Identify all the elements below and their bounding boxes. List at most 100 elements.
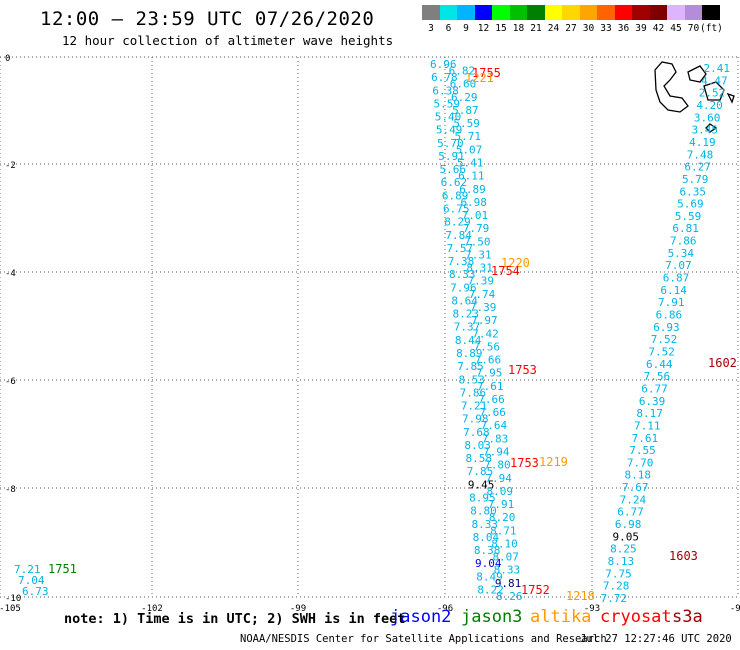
scale-label: 24 [547,23,560,34]
pass-time-label: 1221 [465,71,494,85]
map-grid [0,56,739,598]
scale-swatch [544,5,562,20]
wave-height-value: 7.52 [648,345,675,358]
wave-height-value: 8.80 [470,505,497,518]
wave-height-value: 9.45 [468,478,495,491]
wave-height-value: 7.70 [627,456,654,469]
pass-time-label: 1753 [508,363,537,377]
pass-time-label: 1602 [708,356,737,370]
wave-height-value: 8.09 [487,485,514,498]
y-tick-label: -10 [5,594,21,604]
scale-label: (ft) [700,23,723,34]
wave-height-value: 6.29 [451,91,478,104]
wave-height-value: 8.53 [458,373,485,386]
wave-height-value: 8.58 [466,452,493,465]
wave-height-value: 8.22 [477,583,504,596]
wave-height-value: 7.56 [644,370,671,383]
wave-height-value: 8.03 [464,439,491,452]
wave-height-value: 7.86 [460,386,487,399]
wave-height-value: 7.61 [632,432,659,445]
y-tick-label: 0 [5,54,10,64]
wave-height-value: 6.77 [641,382,668,395]
wave-height-value: 5.91 [438,150,465,163]
scale-swatch [614,5,632,20]
wave-height-value: 5.59 [453,117,480,130]
pass-time-label: 1220 [501,256,530,270]
wave-height-value: 7.37 [454,321,481,334]
wave-height-value: 2.41 [704,62,731,75]
wave-height-value: 7.61 [477,380,504,393]
wave-height-value: 6.14 [660,284,687,297]
wave-height-value: 7.66 [479,406,506,419]
wave-height-value: 7.42 [472,327,499,340]
wave-height-value: 5.71 [455,130,482,143]
wave-height-value: 7.39 [468,275,495,288]
wave-height-value: 8.17 [636,407,663,420]
scale-label: 42 [652,23,665,34]
wave-height-value: 7.11 [634,419,661,432]
wave-height-value: 7.38 [448,255,475,268]
wave-height-value: 8.10 [491,537,518,550]
wave-height-value: 5.66 [439,163,466,176]
pass-time-label: 1755 [472,66,501,80]
wave-height-value: 5.41 [457,157,484,170]
pass-time-label: 1751 [48,562,77,576]
scale-label: 70 [687,23,700,34]
galapagos-coastline [654,61,735,133]
scale-label: 45 [670,23,682,34]
wave-height-value: 7.91 [658,296,685,309]
wave-height-value: 5.40 [435,111,462,124]
x-tick-label: -105 [0,604,21,614]
scale-swatch [597,5,615,20]
wave-height-value: 5.49 [436,124,463,137]
wave-height-value: 7.85 [467,465,494,478]
wave-height-value: 7.28 [603,580,630,593]
pass-time-label: 1753 [510,456,539,470]
scale-swatch [439,5,457,20]
wave-height-value: 6.96 [430,58,457,71]
wave-height-value: 7.83 [482,432,509,445]
axis-tick-labels: -105 -102 -99 -96 -93 -90 0 -2 -4 -6 -8 -10 [0,54,740,614]
wave-height-value: 9.04 [475,557,502,570]
wave-height-value: 8.33 [494,564,521,577]
legend-cryosat: cryosat [600,607,672,627]
wave-height-value: 8.44 [455,334,482,347]
wave-height-value: 7.57 [447,242,474,255]
wave-height-value: 4.47 [701,74,728,87]
pass-time-label: 1754 [491,264,520,278]
wave-height-value: 6.81 [672,222,699,235]
map-title: 12:00 — 23:59 UTC 07/26/2020 [40,8,375,30]
wave-height-value: 2.52 [699,87,726,100]
wave-height-value: 7.94 [485,472,512,485]
scale-swatch [649,5,667,20]
scale-swatch [474,5,492,20]
x-tick-label: -99 [290,604,306,614]
wave-height-value: 7.67 [622,481,649,494]
wave-height-value: 7.85 [457,360,484,373]
pass-time-label: 1219 [539,455,568,469]
scale-label: 27 [565,23,577,34]
wave-height-value: 5.70 [437,137,464,150]
wave-height-value: 8.29 [444,216,471,229]
wave-height-value: 6.27 [684,161,711,174]
x-tick-label: -96 [437,604,453,614]
scale-swatch [509,5,527,20]
wave-height-value: 6.73 [22,585,49,598]
wave-height-value: 8.33 [449,268,476,281]
scale-swatch [562,5,580,20]
footer-timestamp: Jul 27 12:27:46 UTC 2020 [580,633,732,645]
wave-height-value: 7.01 [462,209,489,222]
pass-time-label: 1752 [521,583,550,597]
wave-height-value: 5.34 [668,247,695,260]
wave-height-value: 7.86 [670,235,697,248]
scale-label: 18 [512,23,525,34]
wave-height-value: 7.56 [473,340,500,353]
scale-swatch [702,5,720,20]
scale-swatch [632,5,650,20]
wave-height-value: 7.55 [629,444,656,457]
scale-label: 3 [428,23,434,34]
wave-height-value: 6.11 [458,170,485,183]
wave-height-value: 4.20 [696,99,723,112]
